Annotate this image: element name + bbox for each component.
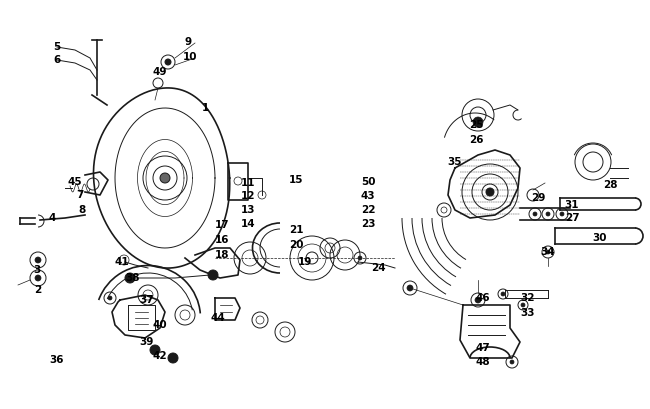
Text: 30: 30 — [593, 233, 607, 243]
Text: 10: 10 — [183, 52, 197, 62]
Text: 14: 14 — [240, 219, 255, 229]
Circle shape — [501, 292, 505, 296]
Circle shape — [125, 273, 135, 283]
Text: 25: 25 — [469, 120, 483, 130]
Text: 43: 43 — [361, 191, 375, 201]
Text: 48: 48 — [476, 357, 490, 367]
Text: 49: 49 — [153, 67, 167, 77]
Text: 42: 42 — [153, 351, 167, 361]
Text: 37: 37 — [140, 295, 154, 305]
Text: 33: 33 — [521, 308, 535, 318]
Text: 20: 20 — [289, 240, 304, 250]
Text: 36: 36 — [50, 355, 64, 365]
Text: 3: 3 — [33, 265, 40, 275]
Circle shape — [150, 345, 160, 355]
Text: 47: 47 — [476, 343, 490, 353]
Text: 46: 46 — [476, 293, 490, 303]
Text: 23: 23 — [361, 219, 375, 229]
Text: 17: 17 — [214, 220, 229, 230]
Text: 15: 15 — [289, 175, 304, 185]
Text: 13: 13 — [240, 205, 255, 215]
Text: 22: 22 — [361, 205, 375, 215]
Text: 6: 6 — [53, 55, 60, 65]
Text: 26: 26 — [469, 135, 483, 145]
Text: 4: 4 — [48, 213, 56, 223]
Text: 32: 32 — [521, 293, 535, 303]
Text: 1: 1 — [202, 103, 209, 113]
Text: 21: 21 — [289, 225, 304, 235]
Text: 38: 38 — [125, 273, 140, 283]
Circle shape — [165, 59, 171, 65]
Text: 39: 39 — [140, 337, 154, 347]
Circle shape — [475, 297, 481, 303]
Text: 9: 9 — [185, 37, 192, 47]
Circle shape — [160, 173, 170, 183]
Text: 19: 19 — [298, 257, 312, 267]
Text: 11: 11 — [240, 178, 255, 188]
Text: 5: 5 — [53, 42, 60, 52]
Circle shape — [560, 212, 564, 216]
Text: 34: 34 — [541, 247, 555, 257]
Circle shape — [108, 296, 112, 300]
Text: 16: 16 — [214, 235, 229, 245]
Text: 12: 12 — [240, 191, 255, 201]
Circle shape — [533, 212, 537, 216]
Text: 35: 35 — [448, 157, 462, 167]
Circle shape — [486, 188, 494, 196]
Circle shape — [473, 117, 483, 127]
Circle shape — [208, 270, 218, 280]
Text: 8: 8 — [79, 205, 86, 215]
Text: 7: 7 — [76, 190, 84, 200]
Circle shape — [546, 250, 550, 254]
Text: 27: 27 — [565, 213, 579, 223]
Circle shape — [168, 353, 178, 363]
Text: 44: 44 — [211, 313, 226, 323]
Text: 41: 41 — [114, 257, 129, 267]
Text: 24: 24 — [370, 263, 385, 273]
Text: 50: 50 — [361, 177, 375, 187]
Circle shape — [35, 275, 41, 281]
Text: 45: 45 — [68, 177, 83, 187]
Circle shape — [358, 256, 362, 260]
Text: 31: 31 — [565, 200, 579, 210]
Text: 29: 29 — [531, 193, 545, 203]
Circle shape — [546, 212, 550, 216]
Text: 28: 28 — [603, 180, 618, 190]
Text: 40: 40 — [153, 320, 167, 330]
Circle shape — [407, 285, 413, 291]
Circle shape — [510, 360, 514, 364]
Text: 18: 18 — [214, 250, 229, 260]
Circle shape — [521, 303, 525, 307]
Text: 2: 2 — [34, 285, 42, 295]
Circle shape — [35, 257, 41, 263]
